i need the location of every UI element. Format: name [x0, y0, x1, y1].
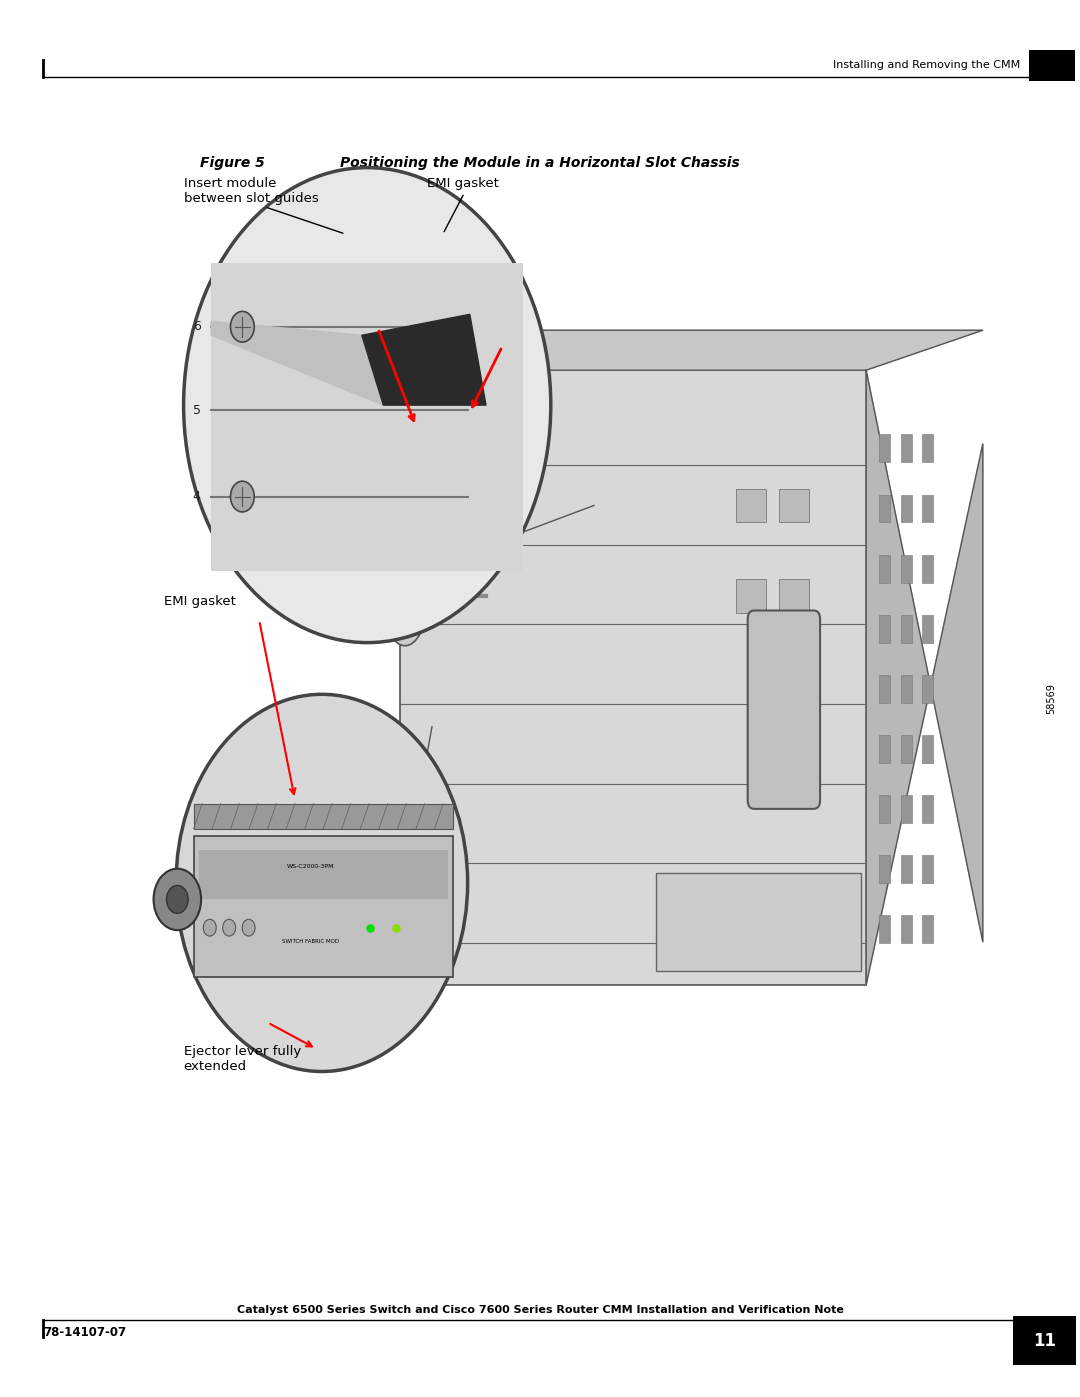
Text: EMI gasket: EMI gasket — [164, 595, 237, 608]
Bar — [735, 489, 766, 522]
Bar — [779, 580, 809, 613]
Bar — [901, 675, 912, 703]
Text: 4: 4 — [193, 490, 201, 503]
Bar — [922, 915, 933, 943]
Text: Catalyst 6500 Series Switch and Cisco 7600 Series Router CMM Installation and Ve: Catalyst 6500 Series Switch and Cisco 76… — [237, 1305, 843, 1315]
Bar — [735, 580, 766, 613]
Bar — [779, 489, 809, 522]
Circle shape — [230, 481, 254, 511]
Bar — [879, 615, 890, 643]
Polygon shape — [400, 330, 983, 370]
FancyBboxPatch shape — [747, 610, 820, 809]
Polygon shape — [866, 370, 983, 985]
Bar — [922, 795, 933, 823]
Polygon shape — [212, 321, 383, 405]
Bar — [1029, 50, 1075, 81]
Text: Installing and Removing the CMM: Installing and Removing the CMM — [834, 60, 1021, 70]
Bar — [879, 855, 890, 883]
Bar — [901, 555, 912, 583]
Circle shape — [242, 919, 255, 936]
Bar — [1013, 1316, 1076, 1365]
Bar — [879, 434, 890, 462]
Bar — [657, 873, 862, 971]
Bar — [922, 855, 933, 883]
Text: Ejector lever fully
extended: Ejector lever fully extended — [184, 1045, 301, 1073]
Bar — [199, 849, 447, 900]
Bar — [879, 795, 890, 823]
Text: Figure 5: Figure 5 — [200, 156, 265, 170]
Text: SWITCH FABRIC MOD: SWITCH FABRIC MOD — [282, 939, 339, 944]
Bar — [901, 434, 912, 462]
Circle shape — [222, 919, 235, 936]
Circle shape — [153, 869, 201, 930]
Bar — [901, 795, 912, 823]
Bar — [901, 495, 912, 522]
Bar — [193, 803, 454, 828]
Bar — [901, 615, 912, 643]
Bar — [901, 735, 912, 763]
Ellipse shape — [383, 562, 427, 645]
Text: 58569: 58569 — [1045, 683, 1056, 714]
Text: EMI gasket: EMI gasket — [427, 177, 499, 190]
Bar — [400, 370, 866, 985]
Text: Positioning the Module in a Horizontal Slot Chassis: Positioning the Module in a Horizontal S… — [340, 156, 740, 170]
Text: 78-14107-07: 78-14107-07 — [43, 1326, 126, 1338]
Bar — [879, 675, 890, 703]
Bar — [922, 735, 933, 763]
Circle shape — [166, 886, 188, 914]
Bar — [922, 434, 933, 462]
Bar — [879, 555, 890, 583]
Text: Insert module
between slot guides: Insert module between slot guides — [184, 177, 319, 205]
Bar — [922, 555, 933, 583]
Bar — [901, 915, 912, 943]
Polygon shape — [362, 314, 486, 405]
Bar — [901, 855, 912, 883]
Circle shape — [203, 919, 216, 936]
Text: 5: 5 — [193, 404, 201, 416]
Bar — [922, 495, 933, 522]
Circle shape — [176, 694, 468, 1071]
Text: WS-C2000-3PM: WS-C2000-3PM — [286, 865, 334, 869]
Circle shape — [184, 168, 551, 643]
Circle shape — [230, 312, 254, 342]
Bar — [922, 615, 933, 643]
Bar — [879, 915, 890, 943]
Bar — [922, 675, 933, 703]
Text: 6: 6 — [193, 320, 201, 334]
Bar — [879, 735, 890, 763]
Bar — [212, 263, 524, 571]
Bar — [193, 835, 454, 978]
Bar — [879, 495, 890, 522]
Text: 11: 11 — [1032, 1333, 1056, 1350]
